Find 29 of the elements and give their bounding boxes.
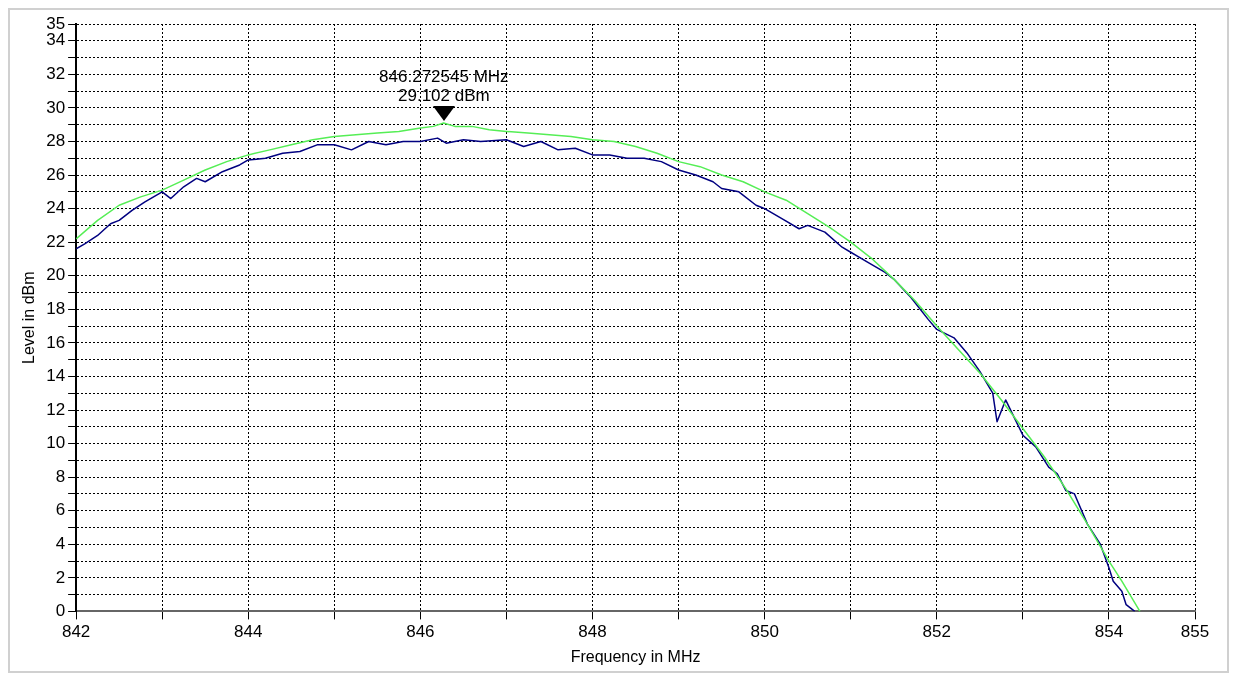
y-tick-label: 12 [46, 399, 66, 419]
y-tick-label: 10 [46, 433, 66, 453]
y-tick-label: 16 [46, 332, 66, 352]
x-tick-label: 846 [406, 622, 435, 642]
x-tick-label: 854 [1094, 622, 1124, 642]
x-tick-label: 852 [922, 622, 951, 642]
y-tick-label: 6 [55, 500, 66, 520]
y-axis-title: Level in dBm [20, 271, 38, 364]
x-tick-label: 850 [750, 622, 779, 642]
y-tick-label: 8 [55, 466, 66, 486]
y-tick-label: 34 [46, 30, 66, 50]
y-tick-label: 22 [46, 231, 66, 251]
y-tick-label: 20 [46, 265, 66, 285]
y-tick-label: 32 [46, 64, 66, 84]
y-tick-label: 4 [55, 533, 66, 553]
y-tick-label: 18 [46, 299, 66, 318]
x-axis-title: Frequency in MHz [570, 647, 701, 665]
y-tick-label: 30 [46, 97, 66, 117]
y-tick-label: 26 [46, 164, 66, 184]
x-tick-label: 855 [1180, 622, 1210, 642]
x-tick-label: 848 [578, 622, 607, 642]
y-tick-label: 35 [46, 13, 66, 33]
x-tick-label: 844 [234, 622, 263, 642]
x-tick-label: 842 [61, 622, 91, 642]
y-tick-label: 28 [46, 131, 66, 151]
y-tick-label: 14 [46, 366, 66, 386]
y-tick-label: 24 [46, 198, 66, 218]
y-tick-label: 2 [55, 567, 66, 587]
y-tick-label: 0 [55, 601, 66, 621]
